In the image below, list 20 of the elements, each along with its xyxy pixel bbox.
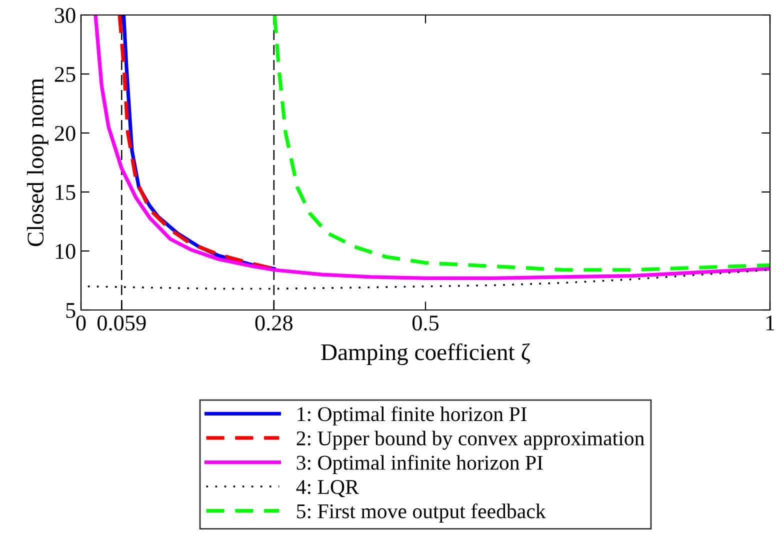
x-tick-label: 0.5: [412, 316, 439, 331]
y-tick-label: 20: [54, 126, 76, 141]
x-tick-label: 0.28: [255, 316, 293, 331]
line-series: [272, 15, 770, 272]
legend-label: 4: LQR: [296, 480, 359, 498]
legend-label: 5: First move output feedback: [297, 503, 546, 523]
legend-label: 1: Optimal finite horizon PI: [298, 406, 527, 426]
legend-label: 3: Optimal infinite horizon PI: [296, 454, 543, 474]
y-tick-label: 10: [56, 244, 76, 259]
y-tick-label: 30: [54, 8, 76, 23]
x-tick-label: 0: [76, 316, 86, 330]
y-tick-label: 15: [56, 185, 76, 200]
x-tick-label: 0.059: [98, 316, 146, 331]
line-series: [94, 15, 770, 280]
legend-label: 2: Upper bound by convex approximation: [296, 430, 644, 450]
x-axis-title: Damping coefficient ζ: [321, 343, 530, 366]
x-tick-label: 1: [766, 316, 774, 330]
y-axis-title: Closed loop norm: [26, 78, 48, 246]
y-tick-label: 25: [54, 66, 76, 82]
y-tick-label: 5: [66, 303, 76, 318]
